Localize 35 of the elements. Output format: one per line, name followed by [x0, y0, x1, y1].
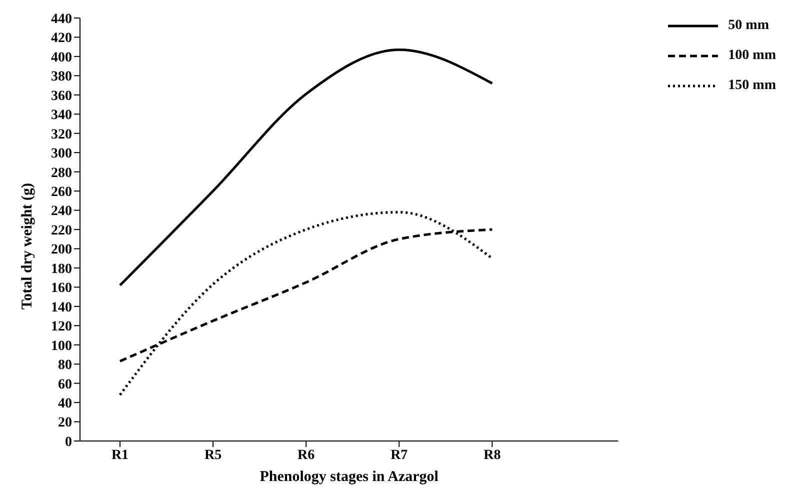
y-tick-label: 400	[51, 50, 72, 66]
y-tick-label: 240	[51, 204, 72, 220]
y-tick-label: 140	[51, 300, 72, 316]
line-series	[118, 48, 494, 287]
y-axis-title: Total dry weight (g)	[19, 182, 36, 310]
y-tick-label: 120	[51, 320, 72, 335]
y-tick-label: 100	[51, 338, 72, 354]
y-tick-label: 20	[58, 416, 72, 431]
y-tick-label: 60	[58, 377, 72, 392]
y-tick-label: 180	[51, 262, 72, 277]
x-axis-title: Phenology stages in Azargol	[260, 469, 438, 485]
legend-label: 50 mm	[728, 18, 769, 34]
x-tick-label: R8	[484, 448, 501, 463]
y-tick-label: 420	[51, 31, 72, 46]
y-tick-label: 440	[51, 12, 72, 27]
y-tick-label: 220	[51, 223, 72, 238]
legend-label: 100 mm	[728, 48, 776, 64]
y-tick-label: 360	[51, 88, 72, 104]
y-tick-label: 320	[51, 127, 72, 142]
y-tick-label: 80	[58, 358, 72, 374]
x-tick-label: R7	[390, 448, 408, 463]
x-tick-label: R5	[204, 448, 222, 463]
y-tick-label: 0	[65, 434, 72, 450]
y-tick-label: 300	[51, 146, 72, 162]
y-tick-label: 280	[51, 166, 72, 181]
x-tick-label: R6	[298, 448, 315, 463]
line-series	[118, 210, 494, 396]
x-tick-label: R1	[111, 448, 129, 463]
y-tick-label: 200	[51, 242, 72, 258]
y-tick-label: 340	[51, 108, 72, 124]
legend-label: 150 mm	[728, 78, 776, 94]
y-tick-label: 160	[51, 281, 72, 296]
y-tick-label: 40	[58, 396, 72, 412]
y-tick-label: 380	[51, 70, 72, 85]
y-tick-label: 260	[51, 185, 72, 200]
